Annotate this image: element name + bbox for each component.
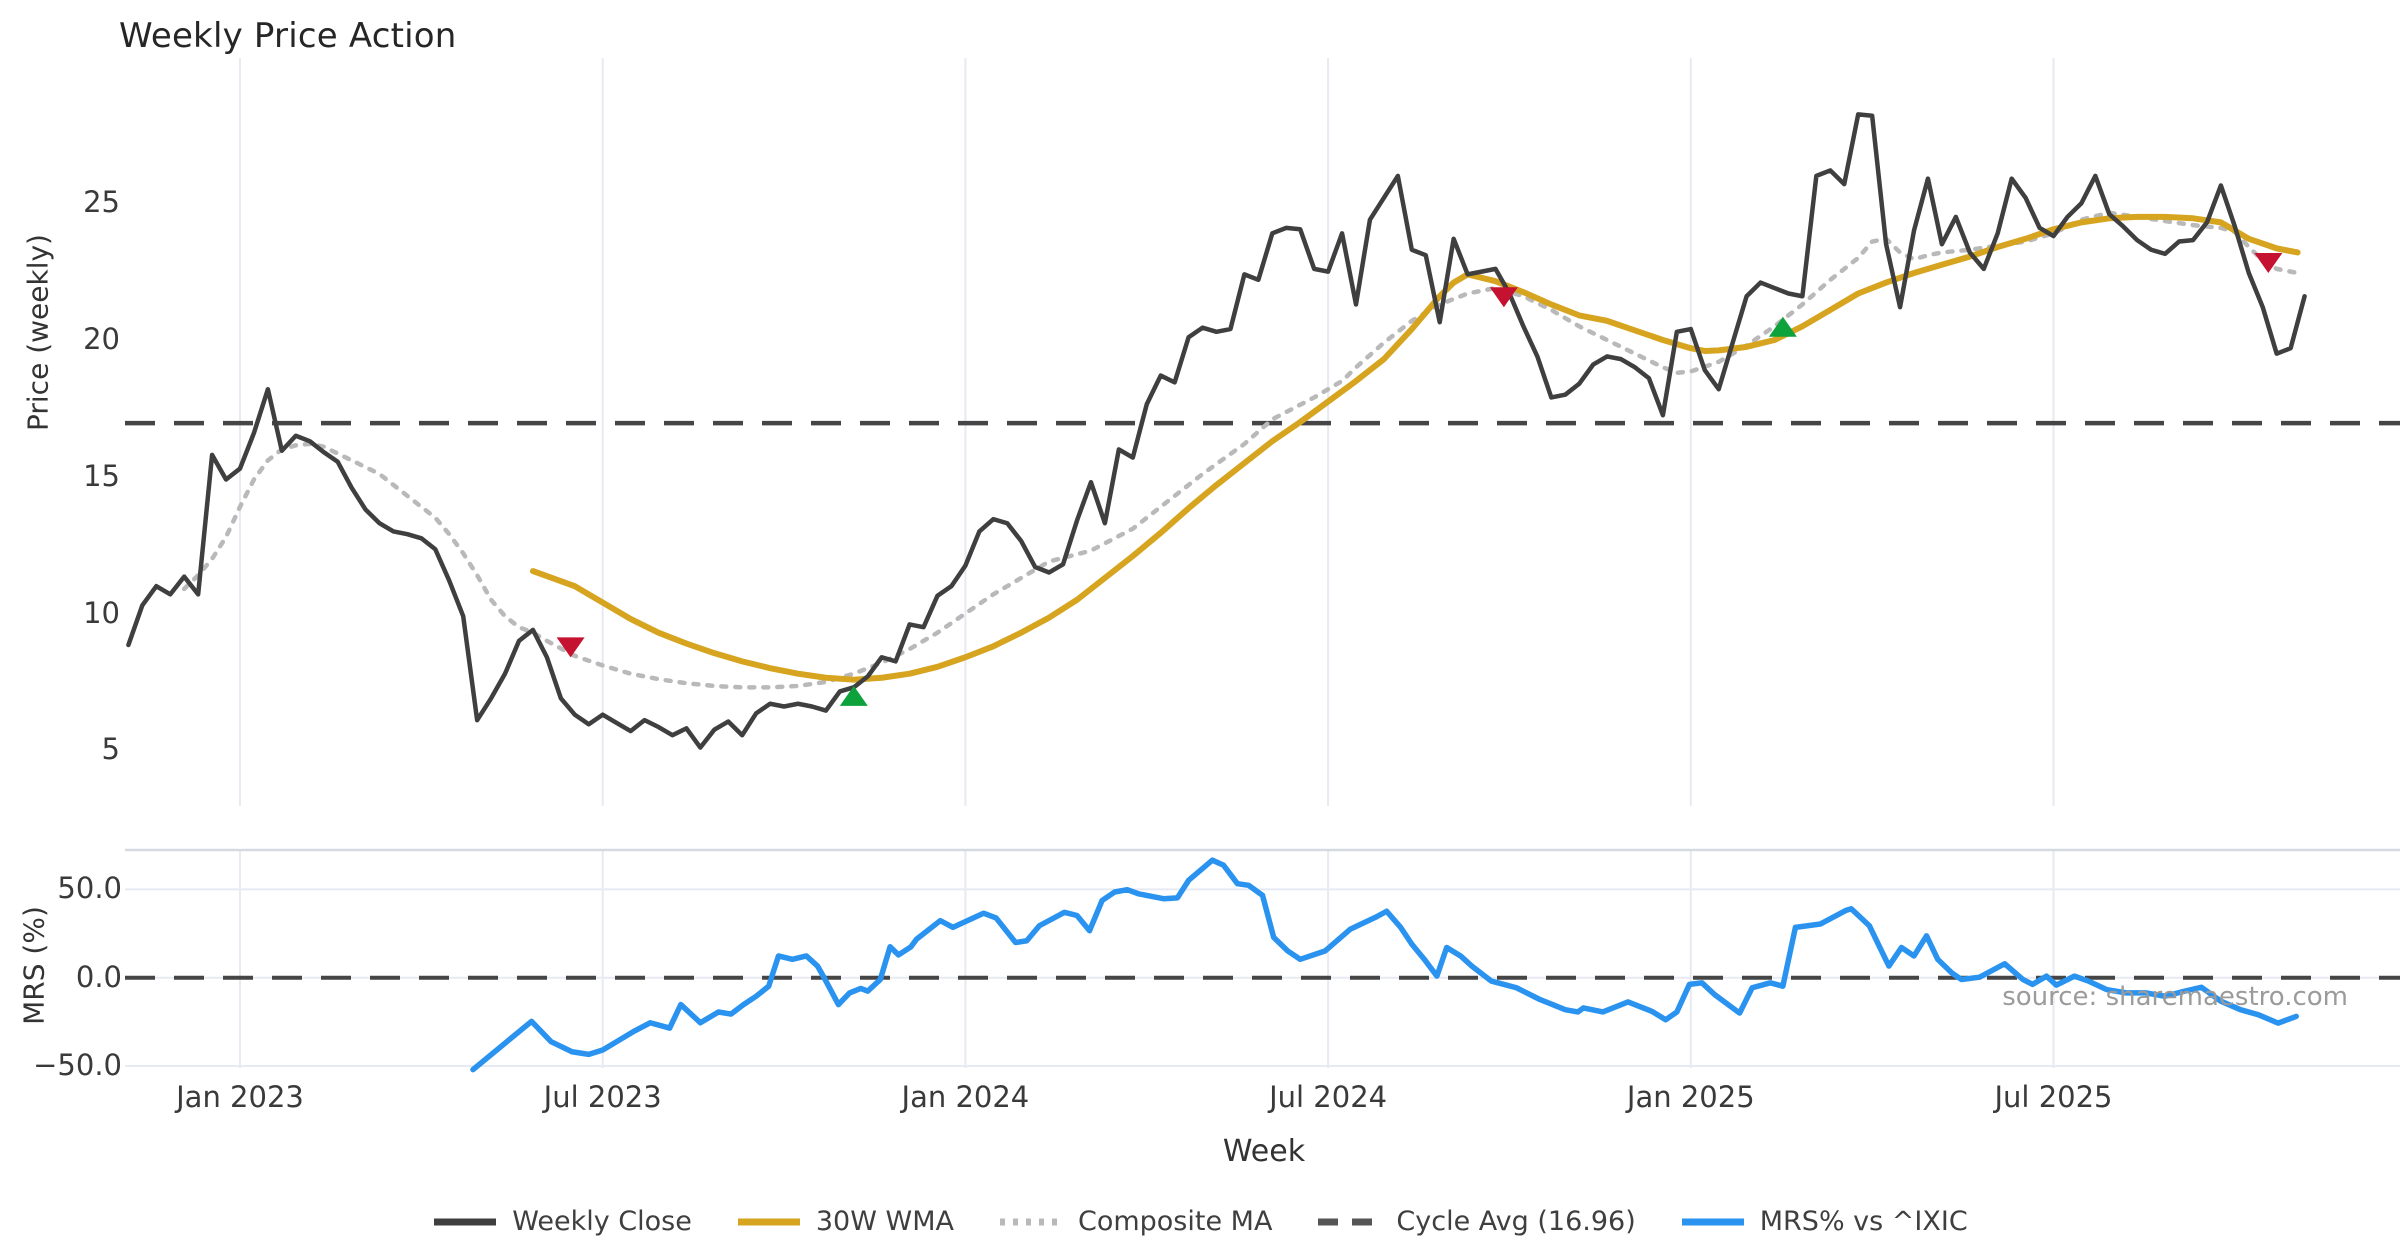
legend-swatch-dotted xyxy=(999,1218,1062,1225)
chart-legend: Weekly Close 30W WMA Composite MA Cycle Avg… xyxy=(0,1206,2400,1237)
x-tick-label: Jan 2023 xyxy=(176,1080,304,1114)
mrs-tick-label: −50.0 xyxy=(33,1048,122,1083)
price-tick-label: 15 xyxy=(83,458,120,493)
x-axis-label: Week xyxy=(1222,1134,1306,1169)
weekly-close-line xyxy=(126,112,2307,750)
legend-label: Weekly Close xyxy=(512,1206,692,1237)
x-tick-label: Jan 2024 xyxy=(901,1080,1030,1114)
mrs-tick-label: 0.0 xyxy=(75,959,122,994)
legend-label: MRS% vs ^IXIC xyxy=(1759,1206,1968,1237)
legend-swatch-solid xyxy=(434,1218,497,1225)
composite-ma-line xyxy=(181,210,2300,690)
legend-item: Composite MA xyxy=(998,1206,1272,1237)
x-tick-label: Jul 2025 xyxy=(1994,1080,2113,1114)
buy-signal-marker xyxy=(839,685,868,706)
legend-swatch-dashed xyxy=(1318,1218,1381,1225)
legend-swatch-solid xyxy=(737,1218,800,1225)
price-tick-label: 25 xyxy=(83,185,120,220)
legend-item: 30W WMA xyxy=(736,1206,954,1237)
price-tick-label: 10 xyxy=(83,595,120,630)
price-tick-label: 20 xyxy=(83,322,120,356)
mrs-tick-label: 50.0 xyxy=(57,871,122,906)
legend-swatch-solid xyxy=(1681,1218,1744,1225)
x-tick-label: Jan 2025 xyxy=(1626,1080,1755,1114)
page-title: Weekly Price Action xyxy=(119,16,457,56)
buy-signal-marker xyxy=(1768,316,1797,337)
sell-signal-marker xyxy=(556,637,585,658)
legend-item: MRS% vs ^IXIC xyxy=(1680,1206,1968,1237)
sell-signal-marker xyxy=(2254,253,2283,274)
x-tick-label: Jul 2023 xyxy=(543,1080,662,1114)
x-tick-label: Jul 2024 xyxy=(1269,1080,1388,1114)
sell-signal-marker xyxy=(1489,287,1518,308)
wma-line xyxy=(529,213,2301,683)
legend-item: Weekly Close xyxy=(432,1206,692,1237)
price-tick-label: 5 xyxy=(101,732,120,767)
legend-label: Cycle Avg (16.96) xyxy=(1396,1206,1636,1237)
legend-item: Cycle Avg (16.96) xyxy=(1316,1206,1636,1237)
source-note: source: sharemaestro.com xyxy=(2002,982,2348,1012)
legend-label: 30W WMA xyxy=(815,1206,954,1237)
mrs-line xyxy=(470,857,2299,1073)
legend-label: Composite MA xyxy=(1077,1206,1273,1237)
